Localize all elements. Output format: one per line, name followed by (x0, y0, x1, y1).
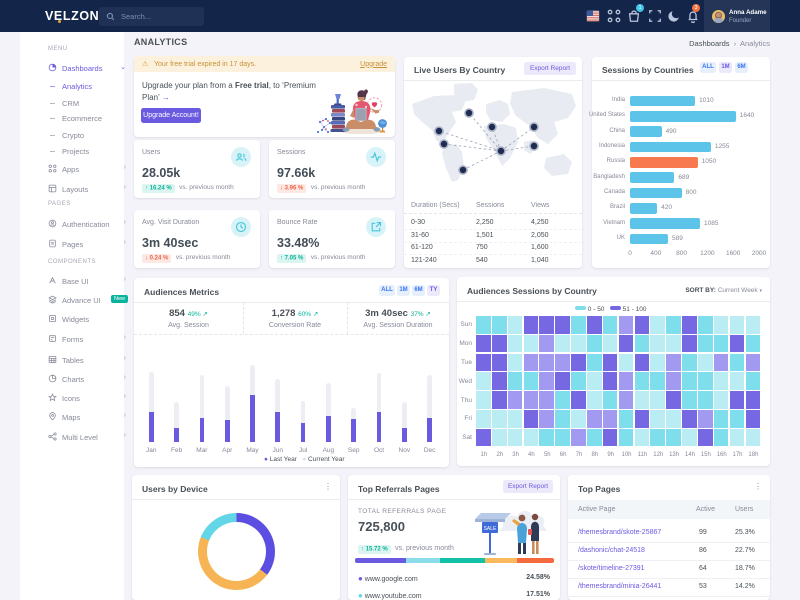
svg-text:SALE: SALE (484, 526, 497, 532)
